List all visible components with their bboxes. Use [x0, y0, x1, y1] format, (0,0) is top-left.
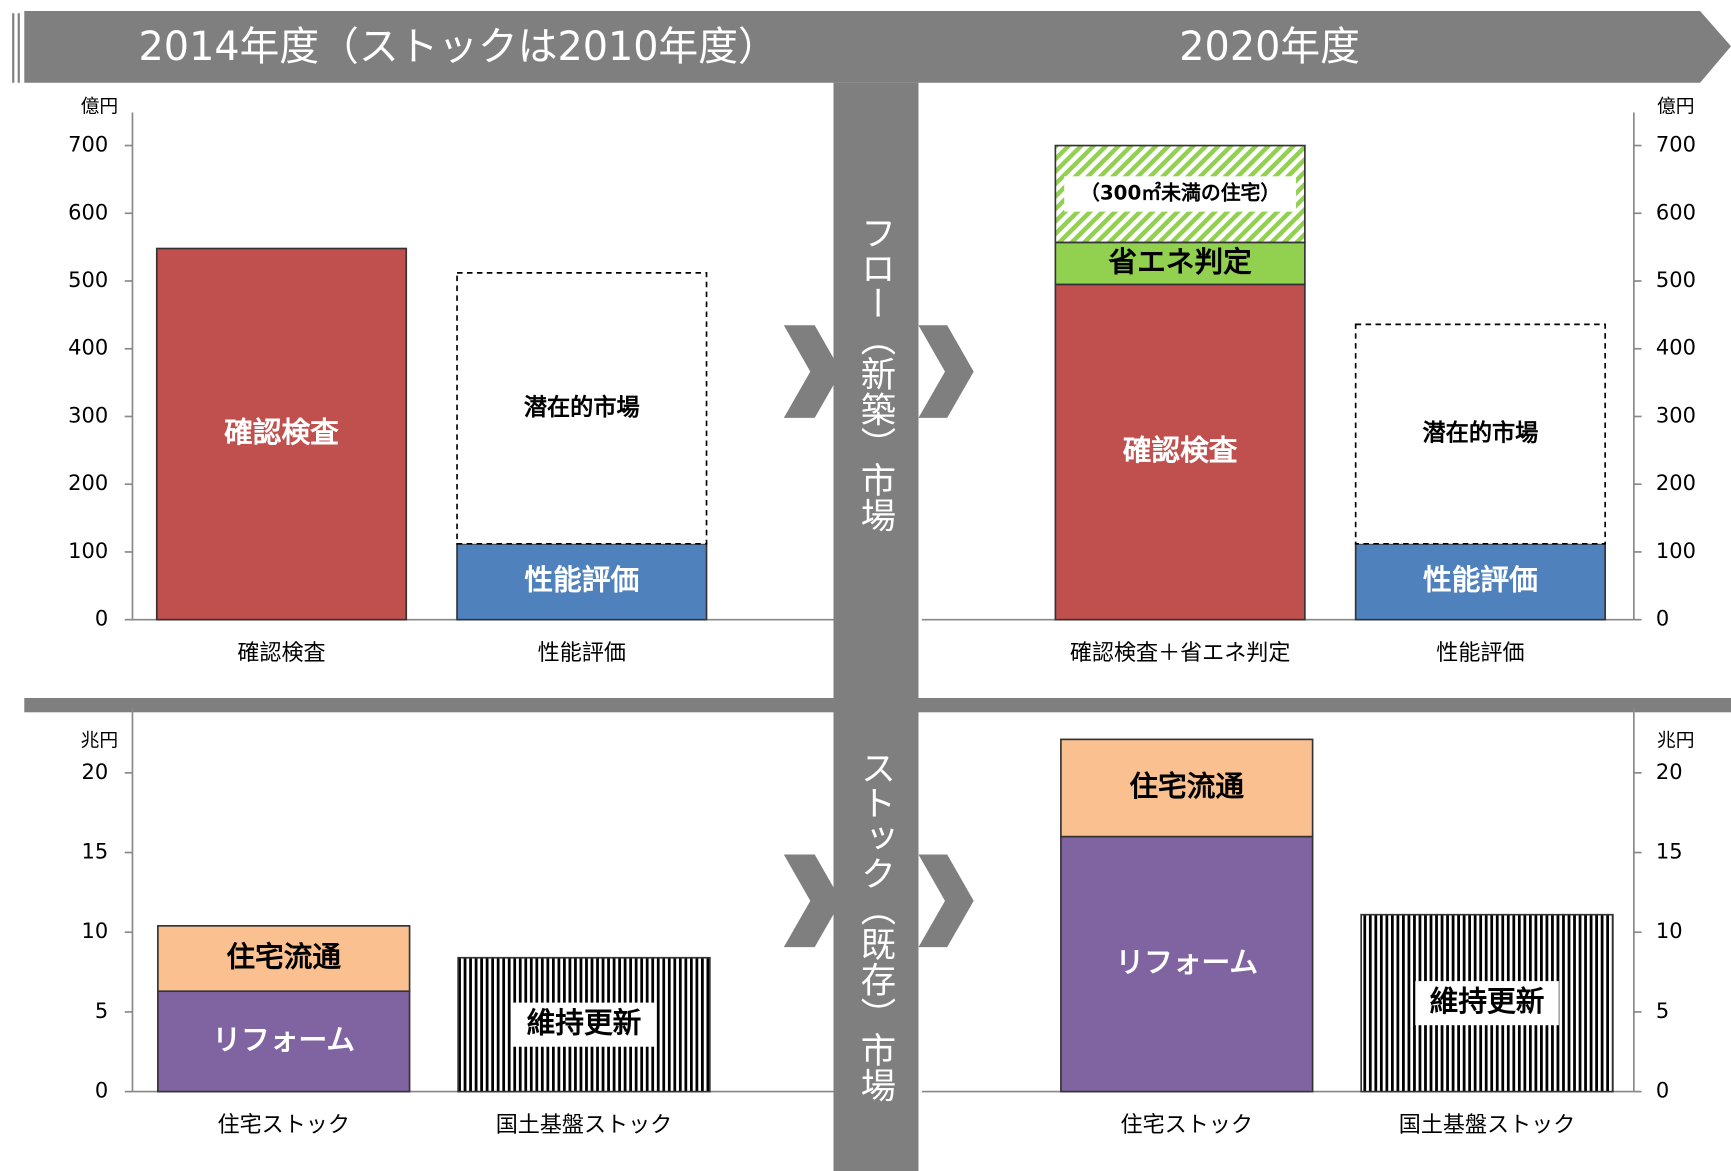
chevron	[783, 854, 842, 948]
y-tick-label: 0	[95, 607, 108, 631]
segment-label: 確認検査	[1123, 433, 1238, 467]
label-background	[512, 1002, 656, 1047]
y-tick-label: 15	[1656, 840, 1683, 864]
segment-label: 性能評価	[1423, 563, 1538, 597]
bar-segment	[456, 272, 708, 545]
chevron	[918, 325, 974, 418]
y-tick-label: 200	[1656, 471, 1696, 495]
x-tick-label: 住宅ストック	[1121, 1113, 1253, 1138]
market-label: フロー（新築）市場	[855, 215, 896, 533]
y-tick-label: 400	[68, 336, 108, 360]
segment-label: 維持更新	[1430, 984, 1545, 1018]
x-tick-label: 国土基盤ストック	[1399, 1113, 1575, 1138]
segment-label: 維持更新	[527, 1006, 642, 1040]
y-tick-label: 0	[1656, 1079, 1669, 1103]
bar-segment	[1060, 835, 1314, 1093]
segment-label: リフォーム	[1115, 945, 1258, 979]
y-tick-label: 600	[1656, 200, 1696, 224]
y-tick-label: 100	[1656, 539, 1696, 563]
unit-label: 億円	[81, 95, 119, 117]
bar-segment	[1054, 283, 1306, 621]
y-tick-label: 5	[1656, 999, 1669, 1023]
vertical-divider	[833, 82, 919, 1171]
y-tick-label: 100	[68, 539, 108, 563]
y-tick-label: 300	[68, 403, 108, 427]
y-tick-label: 500	[1656, 268, 1696, 292]
segment-label: 潜在的市場	[1422, 420, 1538, 447]
y-tick-label: 700	[1656, 133, 1696, 157]
y-tick-label: 10	[1656, 919, 1683, 943]
bar-segment	[157, 925, 411, 993]
bar-segment	[1060, 738, 1314, 838]
y-tick-label: 300	[1656, 403, 1696, 427]
y-tick-label: 500	[68, 268, 108, 292]
y-tick-label: 0	[95, 1079, 108, 1103]
segment-label: 省エネ判定	[1108, 244, 1252, 278]
label-background	[1415, 981, 1559, 1026]
bar-segment	[1354, 323, 1606, 545]
unit-label: 兆円	[81, 729, 119, 751]
x-tick-label: 性能評価	[538, 641, 626, 666]
segment-label: 性能評価	[524, 563, 639, 597]
x-tick-label: 住宅ストック	[218, 1113, 350, 1138]
horizontal-divider	[24, 697, 1731, 713]
unit-label: 億円	[1657, 95, 1695, 117]
y-tick-label: 20	[1656, 760, 1683, 784]
segment-label: （300㎡未満の住宅）	[1080, 181, 1280, 204]
y-tick-label: 700	[68, 133, 108, 157]
header-left: 2014年度（ストックは2010年度）	[139, 24, 778, 70]
y-tick-label: 20	[81, 760, 108, 784]
market-label: ストック（既存）市場	[855, 750, 896, 1103]
label-background	[1064, 176, 1297, 212]
chevron	[918, 854, 974, 948]
y-tick-label: 5	[95, 999, 108, 1023]
segment-label: 潜在的市場	[524, 394, 640, 421]
x-tick-label: 性能評価	[1436, 641, 1524, 666]
y-tick-label: 15	[81, 840, 108, 864]
y-tick-label: 200	[68, 471, 108, 495]
y-tick-label: 400	[1656, 336, 1696, 360]
bar-segment	[155, 247, 408, 621]
segment-label: 確認検査	[224, 415, 339, 449]
unit-label: 兆円	[1657, 729, 1695, 751]
chevron	[783, 325, 842, 418]
header-banner	[24, 11, 1731, 83]
header-right: 2020年度	[1179, 24, 1360, 70]
segment-label: 住宅流通	[226, 940, 341, 974]
bar-segment	[1054, 241, 1306, 286]
bar-segment	[157, 990, 411, 1093]
y-tick-label: 0	[1656, 607, 1669, 631]
bar-segment	[1354, 542, 1606, 621]
y-tick-label: 10	[81, 919, 108, 943]
x-tick-label: 確認検査＋省エネ判定	[1070, 641, 1291, 666]
x-tick-label: 国土基盤ストック	[496, 1113, 672, 1138]
segment-label: リフォーム	[212, 1022, 355, 1056]
x-tick-label: 確認検査	[237, 641, 325, 666]
segment-label: 住宅流通	[1129, 769, 1244, 803]
bar-segment	[456, 542, 708, 621]
y-tick-label: 600	[68, 200, 108, 224]
